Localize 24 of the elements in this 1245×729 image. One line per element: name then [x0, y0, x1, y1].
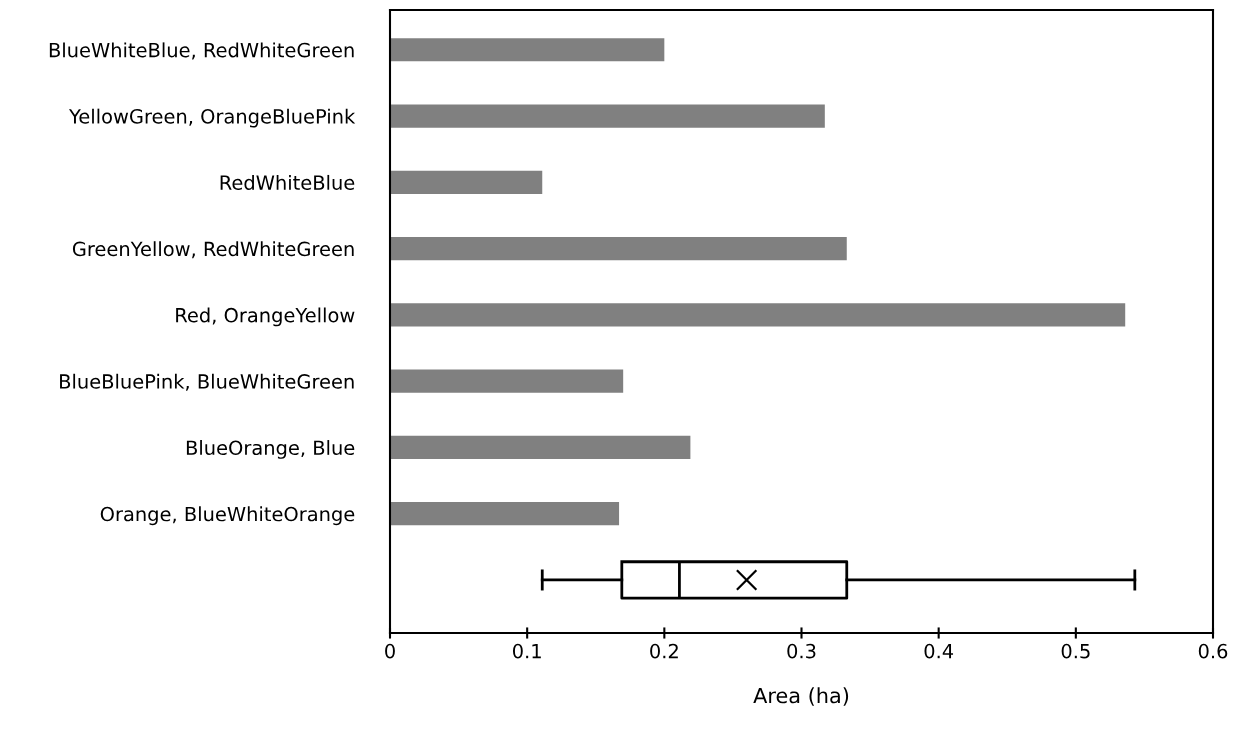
bar — [390, 170, 543, 194]
bar — [390, 502, 620, 526]
y-tick-label: GreenYellow, RedWhiteGreen — [72, 241, 354, 259]
y-tick-label: BlueOrange, Blue — [186, 440, 355, 459]
bar — [390, 237, 847, 261]
y-tick-label: Red, OrangeYellow — [176, 307, 355, 327]
x-tick-label: 0.4 — [924, 643, 954, 659]
x-tick-label: 0.6 — [1198, 643, 1228, 659]
x-tick-label: 0.5 — [1061, 643, 1090, 659]
x-tick-label: 0.1 — [512, 643, 541, 659]
bar — [390, 435, 691, 460]
x-tick-label: 0 — [385, 643, 395, 659]
bar — [390, 104, 825, 128]
y-tick-label: RedWhiteBlue — [220, 174, 355, 190]
x-tick-label: 0.3 — [787, 643, 816, 659]
y-tick-label: BlueWhiteBlue, RedWhiteGreen — [49, 42, 354, 60]
y-tick-label: YellowGreen, OrangeBluePink — [68, 108, 356, 128]
x-axis-title: Area (ha) — [753, 687, 849, 706]
bar — [390, 369, 624, 393]
bar — [390, 38, 665, 62]
y-tick-label: BlueBluePink, BlueWhiteGreen — [60, 373, 354, 391]
bar — [390, 303, 1126, 327]
x-tick-label: 0.2 — [650, 643, 678, 659]
y-tick-label: Orange, BlueWhiteOrange — [100, 506, 355, 526]
